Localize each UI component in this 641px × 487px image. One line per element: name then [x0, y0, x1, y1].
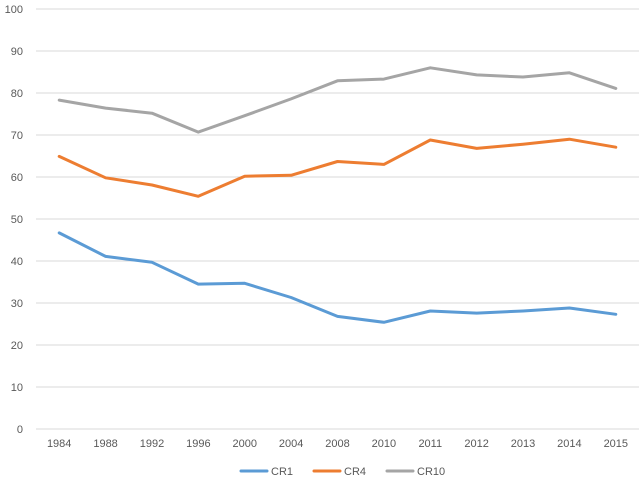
- x-tick-label: 1992: [140, 438, 164, 450]
- x-tick-label: 2014: [557, 438, 581, 450]
- x-tick-label: 2011: [418, 438, 442, 450]
- series-line-cr1: [57, 231, 618, 324]
- y-tick-label: 70: [11, 130, 23, 142]
- x-tick-label: 1996: [186, 438, 210, 450]
- y-tick-label: 60: [11, 172, 23, 184]
- y-tick-label: 50: [11, 214, 23, 226]
- y-tick-label: 10: [11, 382, 23, 394]
- y-tick-label: 20: [11, 340, 23, 352]
- gridlines: [36, 8, 639, 430]
- y-tick-label: 30: [11, 298, 23, 310]
- x-tick-label: 2012: [464, 438, 488, 450]
- x-tick-label: 2004: [279, 438, 303, 450]
- y-tick-label: 100: [5, 4, 23, 16]
- series-line-cr10: [57, 66, 618, 134]
- y-tick-label: 40: [11, 256, 23, 268]
- legend-item-cr10: CR10: [385, 466, 445, 478]
- legend-label: CR4: [344, 466, 366, 478]
- legend: CR1 CR4 CR10: [239, 466, 445, 478]
- x-tick-label: 1988: [93, 438, 117, 450]
- y-tick-label: 80: [11, 88, 23, 100]
- legend-item-cr1: CR1: [239, 466, 293, 478]
- series-line-cr4: [57, 137, 618, 198]
- x-axis-tick-labels: 1984 1988 1992 1996 2000 2004 2008 2010 2011 2012…: [47, 438, 628, 450]
- x-tick-label: 1984: [47, 438, 71, 450]
- legend-label: CR10: [417, 466, 445, 478]
- x-tick-label: 2008: [325, 438, 349, 450]
- x-tick-label: 2010: [372, 438, 396, 450]
- y-tick-label: 90: [11, 46, 23, 58]
- x-tick-label: 2015: [604, 438, 628, 450]
- series-lines: [57, 66, 618, 324]
- x-tick-label: 2013: [511, 438, 535, 450]
- legend-item-cr4: CR4: [312, 466, 366, 478]
- y-tick-label: 0: [17, 424, 23, 436]
- legend-label: CR1: [271, 466, 293, 478]
- y-axis-tick-labels: 0 10 20 30 40 50 60 70 80 90 100: [5, 4, 23, 436]
- x-tick-label: 2000: [232, 438, 256, 450]
